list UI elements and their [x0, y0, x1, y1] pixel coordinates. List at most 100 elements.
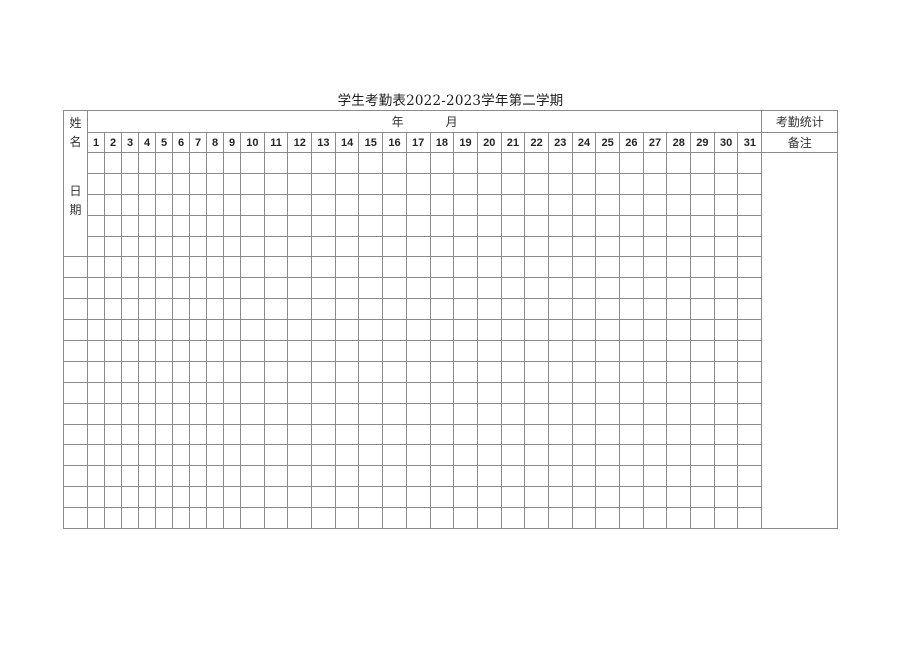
attendance-cell-day-10[interactable] [240, 360, 265, 383]
attendance-cell-day-23[interactable] [547, 486, 573, 509]
attendance-cell-day-29[interactable] [690, 507, 715, 530]
attendance-cell-day-9[interactable] [223, 235, 241, 258]
attendance-cell-day-18[interactable] [429, 214, 455, 237]
attendance-cell-day-30[interactable] [713, 235, 739, 258]
attendance-cell-day-1[interactable] [87, 172, 105, 195]
attendance-cell-day-26[interactable] [619, 444, 644, 467]
attendance-cell-day-16[interactable] [382, 235, 407, 258]
attendance-cell-day-30[interactable] [713, 465, 739, 488]
attendance-cell-day-2[interactable] [104, 360, 122, 383]
attendance-cell-day-28[interactable] [666, 423, 692, 446]
attendance-cell-day-4[interactable] [138, 214, 156, 237]
attendance-cell-day-30[interactable] [713, 298, 739, 321]
attendance-cell-day-24[interactable] [571, 423, 597, 446]
attendance-cell-day-20[interactable] [476, 381, 502, 404]
attendance-cell-day-3[interactable] [121, 172, 139, 195]
attendance-cell-day-6[interactable] [172, 256, 190, 279]
attendance-cell-day-24[interactable] [571, 507, 597, 530]
attendance-cell-day-11[interactable] [263, 172, 289, 195]
attendance-cell-day-24[interactable] [571, 298, 597, 321]
attendance-cell-day-22[interactable] [524, 360, 549, 383]
attendance-cell-day-8[interactable] [206, 444, 224, 467]
attendance-cell-day-14[interactable] [334, 235, 360, 258]
attendance-cell-day-12[interactable] [287, 298, 313, 321]
attendance-cell-day-19[interactable] [453, 152, 478, 174]
attendance-cell-day-4[interactable] [138, 444, 156, 467]
attendance-cell-day-1[interactable] [87, 402, 105, 425]
attendance-cell-day-29[interactable] [690, 465, 715, 488]
attendance-cell-day-21[interactable] [500, 402, 526, 425]
attendance-cell-day-13[interactable] [311, 402, 336, 425]
attendance-cell-day-29[interactable] [690, 172, 715, 195]
student-name-cell[interactable] [63, 381, 88, 404]
attendance-cell-day-23[interactable] [547, 193, 573, 216]
attendance-cell-day-12[interactable] [287, 444, 313, 467]
attendance-cell-day-3[interactable] [121, 381, 139, 404]
attendance-cell-day-1[interactable] [87, 214, 105, 237]
attendance-cell-day-19[interactable] [453, 444, 478, 467]
attendance-cell-day-27[interactable] [642, 360, 668, 383]
attendance-cell-day-18[interactable] [429, 423, 455, 446]
attendance-cell-day-7[interactable] [189, 381, 207, 404]
attendance-cell-day-17[interactable] [405, 298, 431, 321]
attendance-cell-day-6[interactable] [172, 214, 190, 237]
attendance-cell-day-3[interactable] [121, 423, 139, 446]
attendance-cell-day-31[interactable] [737, 402, 763, 425]
attendance-cell-day-31[interactable] [737, 340, 763, 362]
attendance-cell-day-26[interactable] [619, 235, 644, 258]
attendance-cell-day-16[interactable] [382, 152, 407, 174]
attendance-cell-day-8[interactable] [206, 193, 224, 216]
attendance-cell-day-8[interactable] [206, 319, 224, 342]
attendance-cell-day-11[interactable] [263, 381, 289, 404]
attendance-cell-day-8[interactable] [206, 235, 224, 258]
attendance-cell-day-13[interactable] [311, 256, 336, 279]
attendance-cell-day-2[interactable] [104, 277, 122, 300]
attendance-cell-day-1[interactable] [87, 235, 105, 258]
attendance-cell-day-23[interactable] [547, 235, 573, 258]
attendance-cell-day-26[interactable] [619, 465, 644, 488]
attendance-cell-day-25[interactable] [595, 360, 620, 383]
attendance-cell-day-18[interactable] [429, 381, 455, 404]
attendance-cell-day-27[interactable] [642, 423, 668, 446]
attendance-cell-day-9[interactable] [223, 423, 241, 446]
attendance-cell-day-1[interactable] [87, 256, 105, 279]
attendance-cell-day-10[interactable] [240, 172, 265, 195]
attendance-cell-day-6[interactable] [172, 298, 190, 321]
attendance-cell-day-25[interactable] [595, 319, 620, 342]
attendance-cell-day-4[interactable] [138, 235, 156, 258]
attendance-cell-day-30[interactable] [713, 193, 739, 216]
attendance-cell-day-2[interactable] [104, 423, 122, 446]
attendance-cell-day-21[interactable] [500, 465, 526, 488]
attendance-cell-day-14[interactable] [334, 381, 360, 404]
student-name-cell[interactable] [63, 340, 88, 362]
attendance-cell-day-2[interactable] [104, 465, 122, 488]
attendance-cell-day-7[interactable] [189, 193, 207, 216]
attendance-cell-day-17[interactable] [405, 172, 431, 195]
attendance-cell-day-3[interactable] [121, 507, 139, 530]
attendance-cell-day-30[interactable] [713, 214, 739, 237]
attendance-cell-day-15[interactable] [358, 381, 384, 404]
attendance-cell-day-24[interactable] [571, 172, 597, 195]
attendance-cell-day-30[interactable] [713, 507, 739, 530]
attendance-cell-day-5[interactable] [155, 214, 173, 237]
attendance-cell-day-22[interactable] [524, 340, 549, 362]
attendance-cell-day-20[interactable] [476, 235, 502, 258]
attendance-cell-day-2[interactable] [104, 402, 122, 425]
attendance-cell-day-20[interactable] [476, 507, 502, 530]
attendance-cell-day-13[interactable] [311, 152, 336, 174]
attendance-cell-day-22[interactable] [524, 319, 549, 342]
attendance-cell-day-14[interactable] [334, 507, 360, 530]
attendance-cell-day-7[interactable] [189, 152, 207, 174]
attendance-cell-day-22[interactable] [524, 214, 549, 237]
attendance-cell-day-19[interactable] [453, 340, 478, 362]
attendance-cell-day-14[interactable] [334, 423, 360, 446]
attendance-cell-day-6[interactable] [172, 381, 190, 404]
attendance-cell-day-27[interactable] [642, 256, 668, 279]
attendance-cell-day-26[interactable] [619, 152, 644, 174]
attendance-cell-day-13[interactable] [311, 340, 336, 362]
attendance-cell-day-11[interactable] [263, 486, 289, 509]
attendance-cell-day-27[interactable] [642, 465, 668, 488]
attendance-cell-day-12[interactable] [287, 235, 313, 258]
attendance-cell-day-20[interactable] [476, 360, 502, 383]
attendance-cell-day-23[interactable] [547, 340, 573, 362]
